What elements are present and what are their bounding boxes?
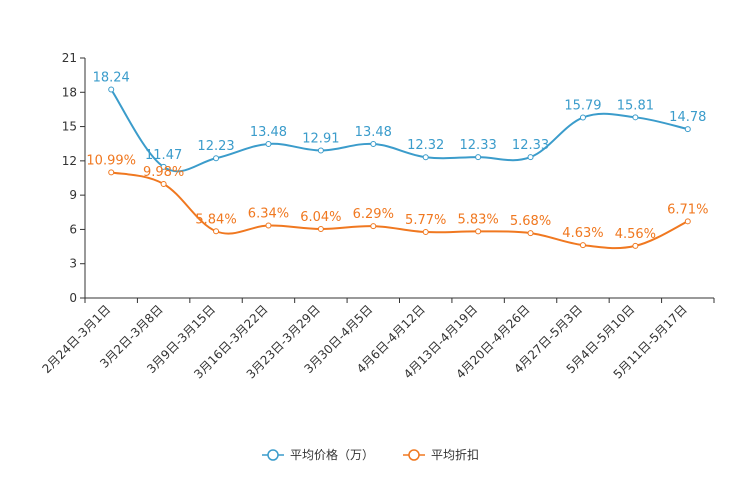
data-point	[108, 86, 115, 93]
legend-marker-icon	[408, 449, 420, 461]
data-label: 11.47	[145, 148, 182, 163]
data-point	[527, 230, 534, 237]
legend-label: 平均价格（万）	[290, 447, 374, 462]
legend-marker-icon	[267, 449, 279, 461]
data-point	[475, 228, 482, 235]
data-point	[317, 225, 324, 232]
data-point	[475, 154, 482, 161]
data-point	[632, 114, 639, 121]
series-layer	[108, 86, 691, 250]
data-label: 12.33	[460, 138, 497, 153]
data-label: 6.34%	[248, 207, 289, 222]
data-label: 12.32	[407, 138, 444, 153]
data-label: 5.68%	[510, 214, 551, 229]
data-label: 13.48	[250, 125, 287, 140]
legend[interactable]: 平均价格（万） 平均折扣	[262, 447, 479, 462]
data-point	[632, 242, 639, 249]
series-line-1	[110, 171, 689, 250]
data-label: 14.78	[669, 110, 706, 125]
data-label: 15.81	[617, 98, 654, 113]
data-point	[579, 242, 586, 249]
data-label: 9.98%	[143, 165, 184, 180]
y-tick-label: 6	[69, 222, 77, 236]
y-tick-label: 21	[62, 51, 77, 65]
data-label: 6.04%	[300, 210, 341, 225]
data-point	[370, 140, 377, 147]
data-point	[422, 229, 429, 236]
data-label: 12.91	[302, 131, 339, 146]
data-label: 10.99%	[86, 153, 136, 168]
data-point	[422, 154, 429, 161]
data-point	[160, 163, 167, 170]
data-point	[108, 169, 115, 176]
data-label: 12.23	[197, 139, 234, 154]
data-label: 15.79	[564, 99, 601, 114]
data-label: 4.56%	[615, 227, 656, 242]
data-label: 13.48	[355, 125, 392, 140]
data-point	[213, 155, 220, 162]
data-label: 6.29%	[353, 207, 394, 222]
data-point	[160, 180, 167, 187]
data-point	[370, 223, 377, 230]
data-point	[317, 147, 324, 154]
legend-label: 平均折扣	[431, 447, 479, 462]
data-label: 18.24	[93, 71, 130, 86]
y-tick-label: 12	[62, 154, 77, 168]
data-label: 5.84%	[195, 212, 236, 227]
legend-item-0[interactable]: 平均价格（万）	[262, 447, 374, 462]
data-point	[213, 228, 220, 235]
data-point	[265, 222, 272, 229]
data-label: 5.83%	[457, 212, 498, 227]
data-point	[527, 154, 534, 161]
data-label: 12.33	[512, 138, 549, 153]
y-tick-label: 18	[62, 85, 77, 99]
y-tick-label: 9	[69, 188, 77, 202]
y-tick-label: 0	[69, 291, 77, 305]
data-point	[579, 114, 586, 121]
legend-item-1[interactable]: 平均折扣	[403, 447, 479, 462]
y-tick-label: 15	[62, 120, 77, 134]
data-point	[684, 218, 691, 225]
data-labels-layer: 18.24 11.47 12.23 13.48 12.91 13.48 12.32 12.33…	[86, 71, 708, 242]
data-label: 5.77%	[405, 213, 446, 228]
data-point	[684, 126, 691, 133]
y-tick-label: 3	[69, 257, 77, 271]
data-label: 6.71%	[667, 202, 708, 217]
data-label: 4.63%	[562, 226, 603, 241]
data-point	[265, 140, 272, 147]
